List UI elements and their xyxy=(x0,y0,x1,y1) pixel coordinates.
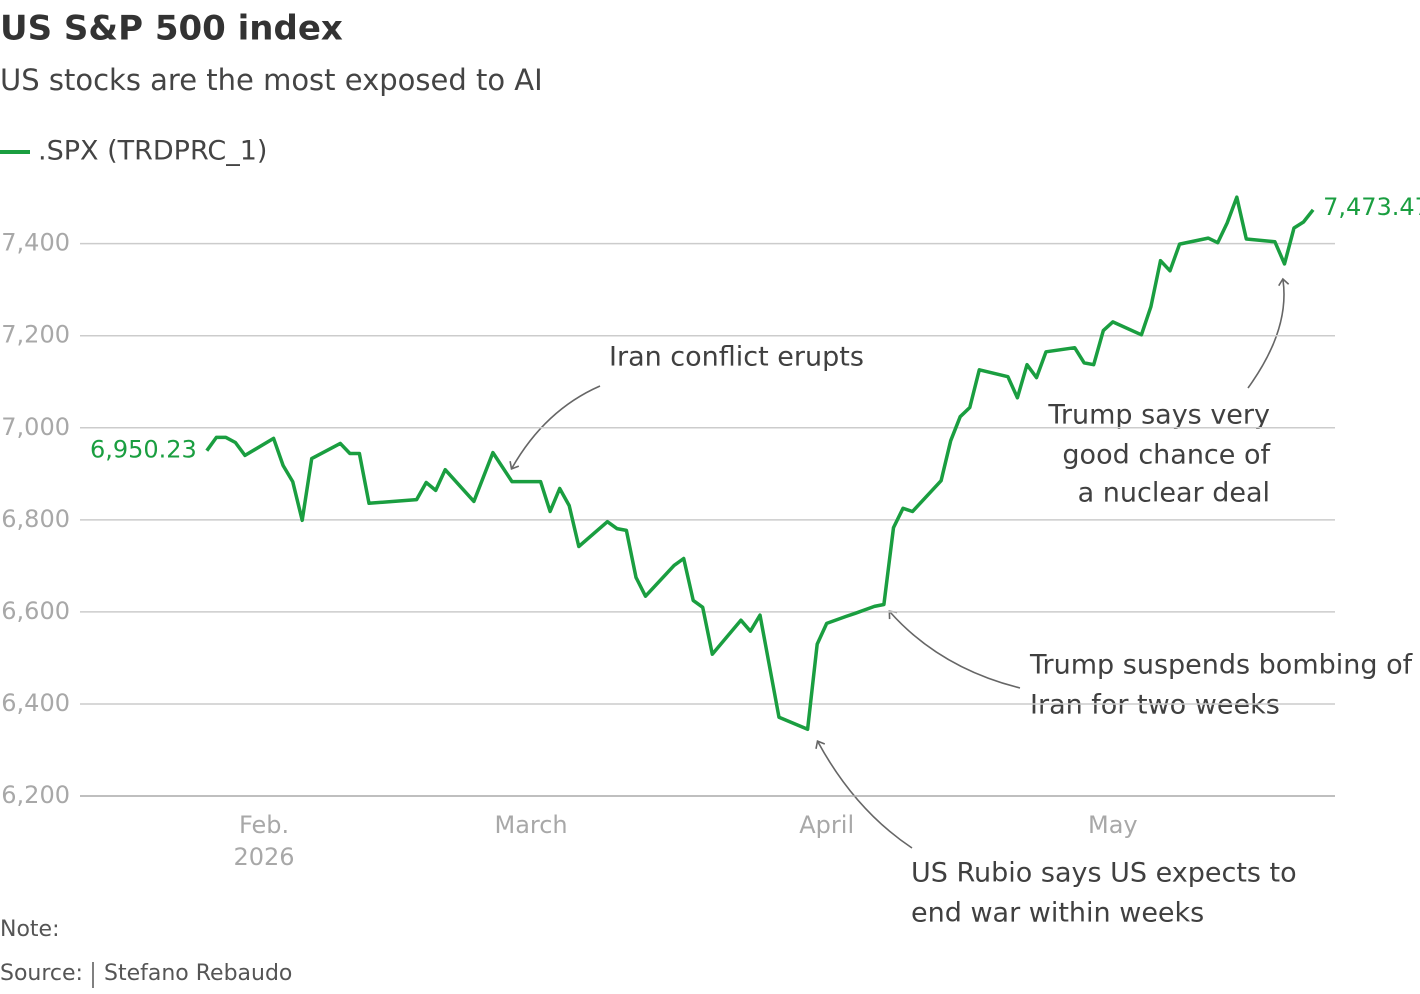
annotation-arrow xyxy=(509,385,601,470)
annotation-arrow xyxy=(815,740,913,849)
annotation: Iran conflict erupts xyxy=(609,342,864,373)
value-label: 6,950.23 xyxy=(90,436,197,464)
source: Stefano Rebaudo xyxy=(104,961,292,986)
legend-label: .SPX (TRDPRC_1) xyxy=(38,136,267,167)
x-tick-label: May xyxy=(1088,811,1138,839)
value-label: 7,473.47 xyxy=(1323,193,1420,221)
y-tick-label: 6,600 xyxy=(1,597,70,625)
chart-title: US S&P 500 index xyxy=(0,9,343,49)
y-tick-label: 6,800 xyxy=(1,505,70,533)
x-year-label: 2026 xyxy=(234,843,295,871)
y-tick-label: 7,000 xyxy=(1,413,70,441)
chart-subtitle: US stocks are the most exposed to AI xyxy=(0,63,543,97)
y-tick-label: 7,400 xyxy=(1,229,70,257)
source-label: Source: xyxy=(0,961,83,986)
series-line xyxy=(205,195,1315,732)
annotation: Trump says very xyxy=(1047,400,1270,431)
y-tick-label: 6,200 xyxy=(1,781,70,809)
annotation: Trump suspends bombing of xyxy=(1029,650,1414,681)
annotation: Iran for two weeks xyxy=(1030,690,1280,721)
annotation: a nuclear deal xyxy=(1078,478,1270,509)
x-tick-label: April xyxy=(799,811,854,839)
annotation-arrow xyxy=(888,610,1021,689)
y-tick-label: 6,400 xyxy=(1,689,70,717)
annotation: good chance of xyxy=(1062,440,1271,471)
annotation: end war within weeks xyxy=(911,898,1204,929)
annotation: US Rubio says US expects to xyxy=(911,858,1297,889)
x-tick-label: Feb. xyxy=(239,811,289,839)
y-tick-label: 7,200 xyxy=(1,321,70,349)
annotation-arrow xyxy=(1247,277,1290,389)
note: Note: xyxy=(0,917,60,942)
x-tick-label: March xyxy=(494,811,567,839)
